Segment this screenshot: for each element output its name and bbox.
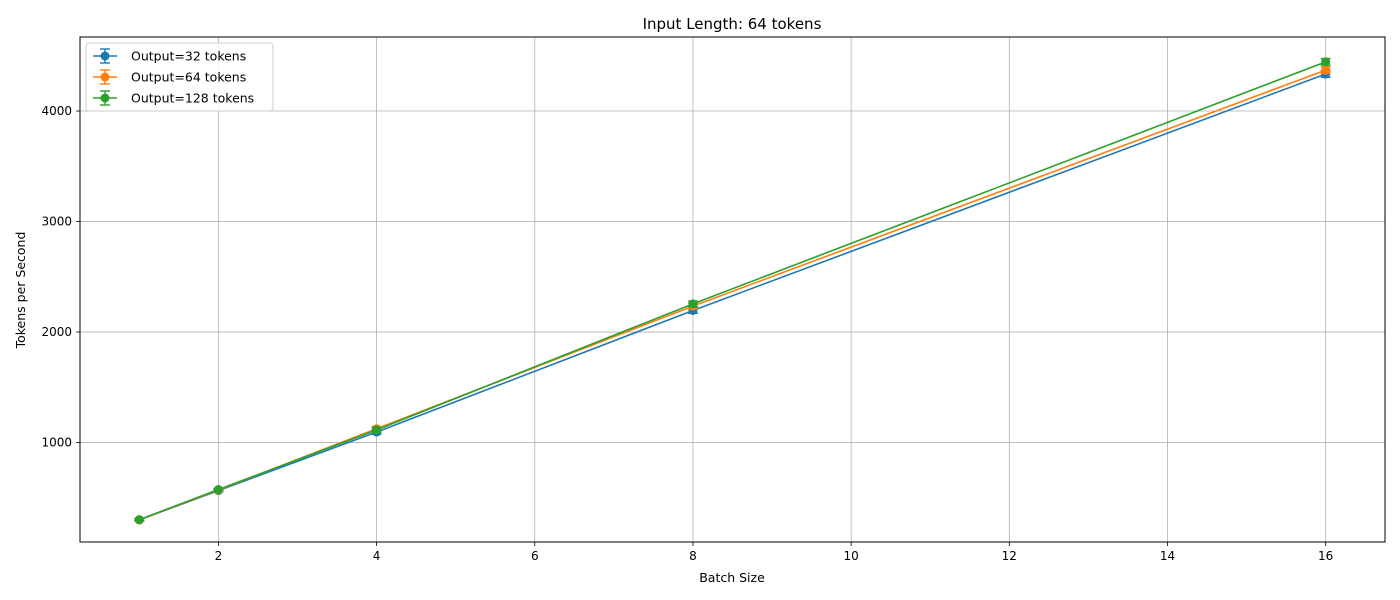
x-tick-label: 4 [373,549,381,563]
x-tick-label: 12 [1002,549,1017,563]
legend-marker [100,51,110,61]
x-tick-label: 10 [843,549,858,563]
legend-item: Output=128 tokens [93,90,254,106]
series-3 [134,57,1331,525]
x-tick-label: 2 [215,549,223,563]
data-point [1321,65,1331,75]
chart-title: Input Length: 64 tokens [643,15,822,33]
x-axis: 2 4 6 8 10 12 14 16 [215,542,1333,563]
y-tick-label: 2000 [41,325,72,339]
series-1 [134,69,1331,525]
x-tick-label: 8 [689,549,697,563]
legend-label: Output=64 tokens [131,70,246,85]
plot-area-frame [79,36,1386,543]
x-tick-label: 6 [531,549,539,563]
x-axis-label: Batch Size [699,570,765,585]
legend-frame [85,42,274,112]
y-tick-label: 3000 [41,215,72,229]
y-axis: 1000 2000 3000 4000 [41,104,80,450]
legend-marker [100,72,110,82]
data-point [688,299,698,309]
grid [80,37,1385,542]
data-point [213,485,223,495]
y-axis-label: Tokens per Second [13,232,28,350]
series-layer [134,57,1331,525]
legend: Output=32 tokens Output=64 tokens Output=1… [85,42,274,112]
x-tick-label: 14 [1160,549,1175,563]
y-tick-label: 1000 [41,436,72,450]
data-point [1321,57,1331,67]
legend-marker [100,93,110,103]
data-point [372,425,382,435]
data-point [134,515,144,525]
y-tick-label: 4000 [41,104,72,118]
legend-label: Output=32 tokens [131,49,246,64]
legend-label: Output=128 tokens [131,91,254,106]
legend-item: Output=64 tokens [93,69,246,85]
x-tick-label: 16 [1318,549,1333,563]
legend-item: Output=32 tokens [93,48,246,64]
